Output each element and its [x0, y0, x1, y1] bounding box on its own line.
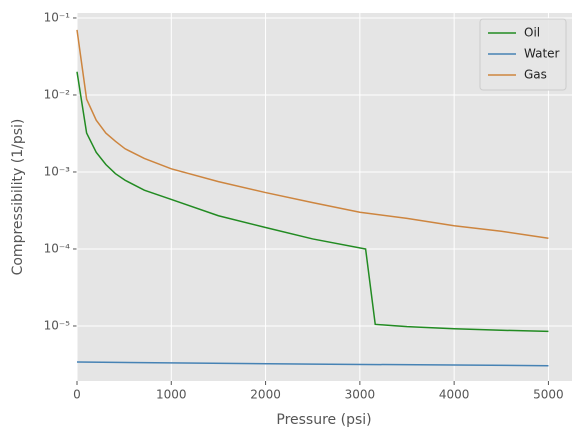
y-tick-label: 10⁻² [44, 87, 71, 101]
x-tick-label: 0 [73, 388, 81, 402]
x-tick-label: 3000 [345, 388, 376, 402]
legend-label: Water [524, 47, 560, 61]
y-tick-label: 10⁻⁵ [44, 318, 71, 332]
x-tick-label: 5000 [533, 388, 564, 402]
legend-label: Gas [524, 68, 547, 82]
y-axis-label: Compressibility (1/psi) [10, 119, 26, 276]
x-axis-label: Pressure (psi) [276, 412, 371, 428]
y-tick-label: 10⁻⁴ [44, 241, 71, 255]
series-line [76, 71, 549, 333]
y-tick-label: 10⁻³ [44, 164, 71, 178]
x-tick-label: 2000 [250, 388, 281, 402]
legend-box [479, 18, 567, 91]
series-line [76, 361, 549, 367]
y-tick-label: 10⁻¹ [44, 10, 71, 24]
series-line [76, 29, 549, 239]
legend-label: Oil [524, 26, 540, 40]
x-tick-label: 4000 [439, 388, 470, 402]
legend: Oil Water Gas [479, 18, 567, 91]
x-tick-label: 1000 [156, 388, 187, 402]
